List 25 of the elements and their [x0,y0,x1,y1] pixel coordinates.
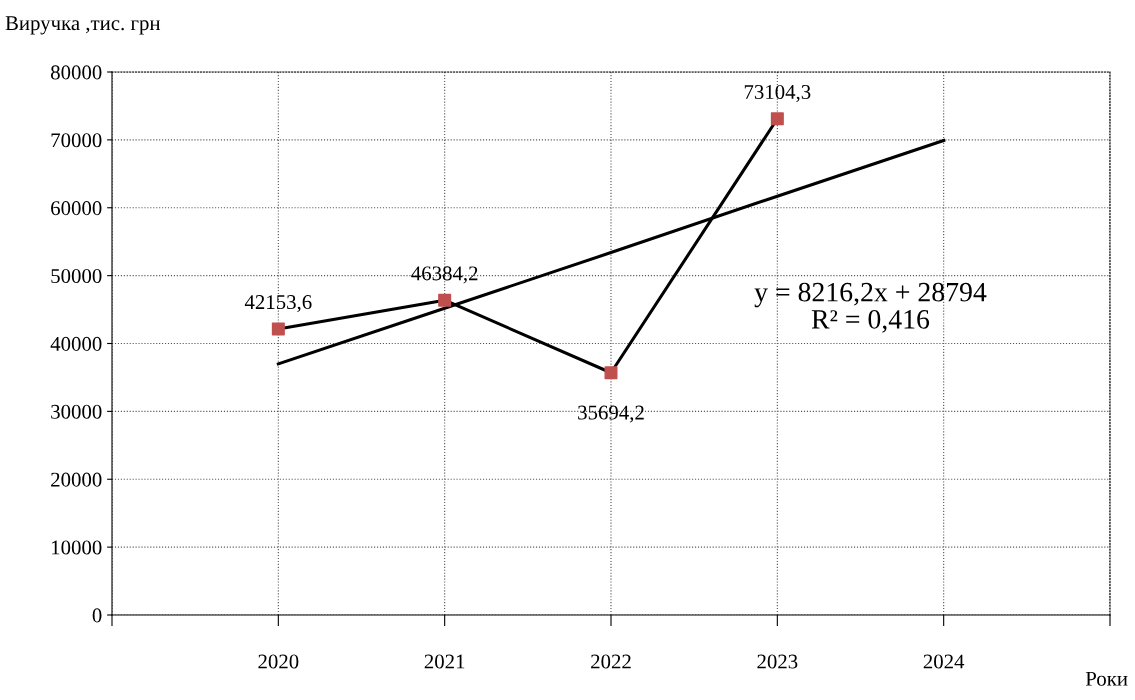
y-tick-label: 60000 [51,201,102,216]
point [438,293,452,307]
data-label: 73104,3 [744,84,811,103]
y-tick-label: 80000 [50,65,102,80]
y-tick-label: 0 [92,608,102,623]
x-tick-label: 2022 [591,654,631,669]
x-tick-label: 2023 [757,654,798,669]
y-tick-label: 30000 [51,404,102,419]
point [604,366,618,380]
y-axis-title: Виручка ,тис. грн [5,16,161,35]
y-tick-label: 20000 [51,472,102,487]
x-tick-label: 2024 [923,654,965,669]
data-label: 42153,6 [244,295,312,313]
x-axis-title: Роки [1085,671,1128,686]
y-tick-label: 10000 [52,540,102,555]
x-tick-label: 2020 [258,654,299,669]
point [770,112,784,126]
point [271,322,285,336]
y-tick-label: 70000 [51,133,102,148]
annotation: y = 8216,2x + 28794 R² = 0,416 [754,282,987,333]
data-label: 46384,2 [411,266,478,284]
y-tick-label: 40000 [50,336,102,351]
y-tick-label: 50000 [51,269,102,284]
x-tick-label: 2021 [424,654,465,669]
data-label: 35694,2 [578,405,644,423]
